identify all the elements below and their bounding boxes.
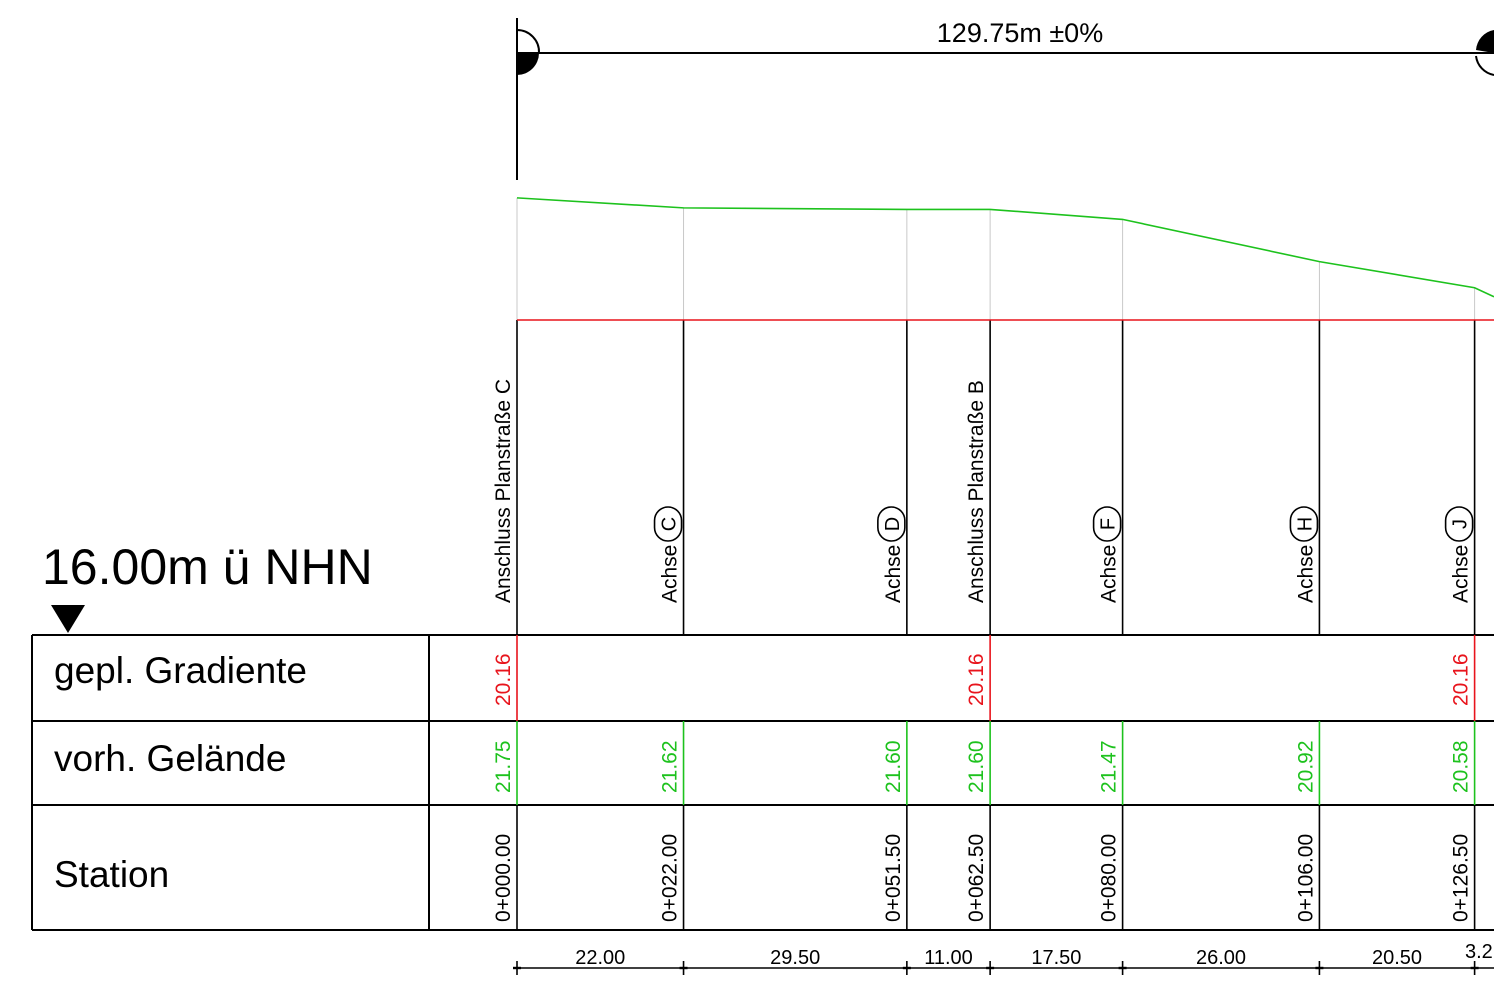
- terrain-value: 21.47: [1098, 740, 1121, 793]
- terrain-value: 21.75: [492, 740, 515, 793]
- axis-label: Achse C: [653, 506, 683, 603]
- station-value: 0+080.00: [1098, 834, 1121, 922]
- row-label-gradient: gepl. Gradiente: [54, 650, 308, 691]
- segment-length: 22.00: [575, 947, 625, 969]
- axis-label-text: Achse: [659, 545, 682, 603]
- axis-badge: [1092, 506, 1122, 542]
- axis-badge: [653, 506, 683, 542]
- datum-label: 16.00m ü NHN: [42, 539, 373, 595]
- terrain-line: [516, 197, 1494, 298]
- dimension-start-marker-fill: [517, 53, 539, 75]
- station-value: 0+062.50: [965, 834, 988, 922]
- total-length-dimension: 129.75m ±0%: [516, 18, 1494, 180]
- axis-label-text: Achse: [1450, 545, 1473, 603]
- segment-length: 3.2: [1465, 941, 1493, 963]
- terrain-layer: [516, 197, 1494, 298]
- row-label-station: Station: [54, 854, 170, 895]
- terrain-value: 21.62: [659, 740, 682, 793]
- terrain-value: 21.60: [882, 740, 905, 793]
- axis-badge-letter: F: [1098, 518, 1120, 530]
- axis-badge: [877, 506, 906, 542]
- station-value: 0+000.00: [492, 834, 515, 922]
- axis-label: Achse D: [877, 506, 906, 603]
- dimension-end-marker-outline: [1475, 55, 1494, 76]
- gradient-value: 20.16: [965, 653, 988, 706]
- segment-length: 17.50: [1031, 947, 1081, 969]
- dimension-start-marker: [516, 28, 541, 54]
- segment-layer: 22.00 29.50 11.00 17.50 26.00 20.50 3.2: [513, 941, 1494, 975]
- dimension-end-marker: [1476, 30, 1494, 53]
- connection-label: Anschluss Planstraße B: [965, 380, 988, 603]
- segment-length: 29.50: [770, 947, 820, 969]
- axis-label: Achse J: [1444, 506, 1474, 603]
- axis-label-text: Achse: [882, 545, 905, 603]
- station-layer: 20.16 21.75 0+000.00 Anschluss Planstraße C…: [492, 379, 1474, 922]
- gradient-value: 20.16: [1450, 653, 1473, 706]
- axis-badge: [1289, 506, 1319, 542]
- station-value: 0+051.50: [882, 834, 905, 922]
- axis-label: Achse H: [1289, 506, 1319, 603]
- terrain-value: 20.58: [1450, 740, 1473, 793]
- terrain-value: 21.60: [965, 740, 988, 793]
- table-frame: [31, 634, 1494, 931]
- datum-triangle-icon: [51, 605, 85, 633]
- segment-length: 11.00: [924, 947, 973, 969]
- axis-badge-letter: D: [882, 517, 904, 531]
- station-value: 0+126.50: [1450, 834, 1473, 922]
- axis-label-text: Achse: [1294, 545, 1317, 603]
- station-value: 0+106.00: [1294, 834, 1317, 922]
- axis-badge-letter: J: [1450, 519, 1472, 529]
- axis-badge-letter: H: [1294, 517, 1316, 531]
- row-label-terrain: vorh. Gelände: [54, 738, 287, 779]
- connection-label: Anschluss Planstraße C: [492, 379, 515, 603]
- gradient-value: 20.16: [492, 653, 515, 706]
- station-value: 0+022.00: [659, 834, 682, 922]
- axis-badge: [1444, 506, 1474, 542]
- segment-length: 20.50: [1372, 947, 1422, 969]
- axis-badge-letter: C: [659, 517, 681, 531]
- grid-layer: [516, 197, 1476, 930]
- total-length-label: 129.75m ±0%: [937, 18, 1103, 48]
- axis-label: Achse F: [1092, 506, 1122, 603]
- axis-label-text: Achse: [1098, 545, 1121, 603]
- segment-length: 26.00: [1196, 947, 1246, 969]
- terrain-value: 20.92: [1294, 740, 1317, 793]
